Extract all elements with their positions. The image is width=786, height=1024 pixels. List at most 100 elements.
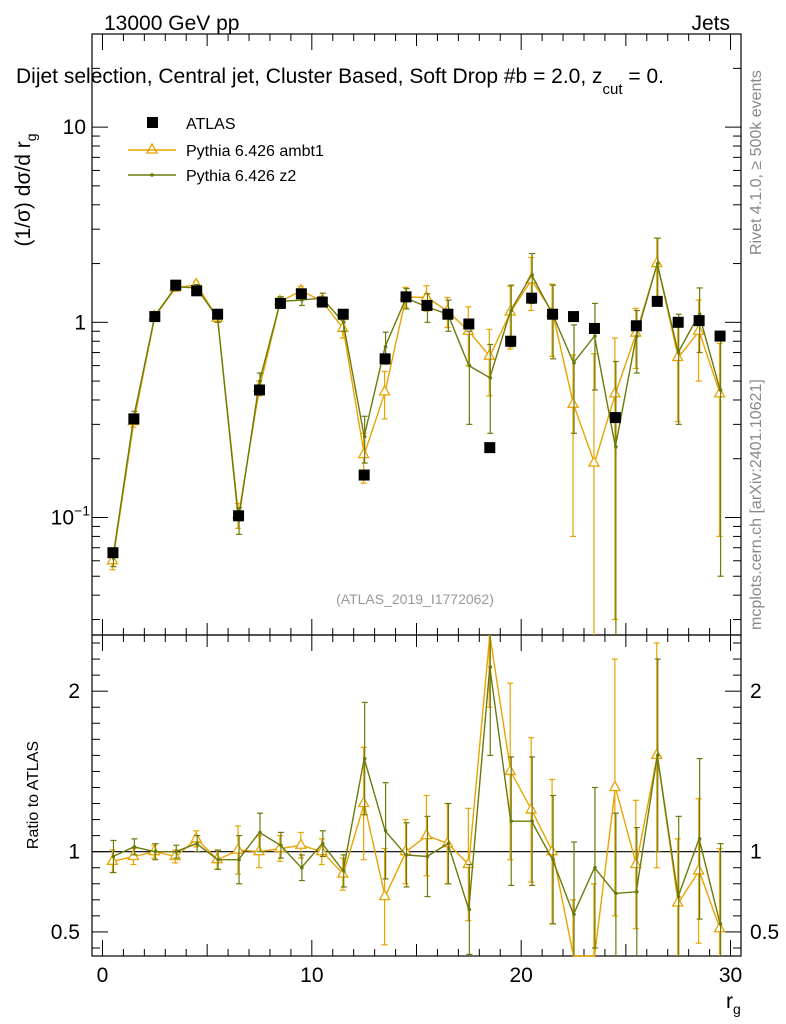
ratio-z2-point [655, 753, 660, 758]
atlas-point [672, 316, 684, 328]
ratio-plot-area [106, 634, 726, 957]
z2-point [655, 261, 660, 266]
mcplots-label: mcplots.cern.ch [arXiv:2401.10621] [748, 379, 765, 630]
atlas-point [295, 288, 307, 300]
x-tick-label: 30 [719, 964, 742, 987]
atlas-point [714, 330, 726, 342]
ambt1-point [420, 290, 433, 302]
ratio-ambt1-point [462, 857, 475, 869]
ratio-ambt1-point [671, 895, 684, 907]
atlas-point [588, 322, 600, 334]
ratio-y-axis-label: Ratio to ATLAS [25, 741, 42, 849]
main-y-tick-label: 10−1 [51, 502, 91, 529]
ratio-z2-point [320, 841, 325, 846]
analysis-watermark: (ATLAS_2019_I1772062) [336, 591, 494, 607]
ratio-ambt1-point [378, 889, 391, 901]
x-axis-label-sub: g [733, 1001, 741, 1017]
x-tick-label: 20 [509, 964, 532, 987]
ratio-z2-point [111, 854, 116, 859]
ratio-z2-point [530, 819, 534, 823]
ambt1-point [566, 396, 580, 408]
ambt1-point [587, 455, 601, 467]
z2-point [383, 344, 388, 349]
ambt1-point [483, 348, 496, 360]
z2-point [530, 273, 534, 277]
ratio-ambt1-point [357, 796, 370, 808]
ratio-ambt1-point [420, 828, 433, 840]
ambt1-point [378, 384, 391, 396]
ratio-z2-point [300, 865, 304, 870]
x-axis: 0 10 20 30 [97, 34, 742, 987]
atlas-point [505, 335, 517, 347]
ratio-ambt1-point [294, 837, 307, 849]
ratio-y-tick-label-right: 2 [750, 680, 762, 703]
ratio-z2-point [509, 819, 514, 823]
ratio-ambt1-point [504, 764, 517, 776]
ratio-ambt1-point [169, 849, 182, 861]
main-y-tick-label-base: 10 [51, 506, 74, 529]
ratio-z2-point [216, 857, 220, 862]
ratio-z2-point [258, 830, 262, 835]
ratio-ambt1-point [190, 831, 203, 843]
legend-z2-label: Pythia 6.426 z2 [186, 168, 296, 185]
atlas-point [170, 279, 182, 291]
ratio-ambt1-point [608, 780, 621, 792]
z2-point [593, 334, 597, 338]
ratio-y-tick-label: 1 [68, 841, 80, 864]
z2-point [635, 334, 639, 338]
x-tick-label: 10 [300, 964, 323, 987]
z2-point [614, 445, 618, 449]
ratio-ambt1-point [629, 857, 642, 869]
main-y-tick-label-base: 10 [63, 116, 86, 139]
ratio-y-tick-label: 2 [68, 680, 80, 703]
ambt1-point [357, 447, 370, 459]
atlas-point [547, 308, 559, 320]
z2-point [718, 388, 723, 392]
atlas-point [253, 384, 265, 396]
ambt1-point [713, 386, 726, 398]
main-y-tick-label-base: 1 [74, 311, 86, 334]
ambt1-point [462, 323, 475, 335]
ratio-ambt1-point [525, 802, 538, 814]
subtitle-sub: cut [603, 81, 624, 98]
z2-point [362, 434, 367, 439]
z2-point [509, 308, 514, 313]
atlas-point [609, 412, 621, 424]
subtitle-main: Dijet selection, Central jet, Cluster Ba… [16, 65, 603, 88]
atlas-point [400, 291, 412, 303]
ratio-z2-point [425, 854, 430, 859]
series-line-ambt1 [112, 260, 721, 561]
ratio-ambt1-point [106, 853, 119, 865]
main-y-tick-label: 10 [63, 116, 86, 139]
ratio-ambt1-point [545, 844, 559, 856]
ratio-z2-point [132, 845, 137, 849]
ratio-ambt1-point [231, 842, 245, 854]
atlas-point [107, 547, 119, 559]
ratio-ambt1-point [713, 921, 726, 933]
ratio-z2-point [195, 841, 199, 846]
header-left: 13000 GeV pp [104, 12, 239, 35]
ratio-z2-point [404, 853, 409, 857]
ratio-y-tick-label: 0.5 [51, 921, 80, 944]
ratio-z2-point [446, 841, 451, 846]
plot-subtitle: Dijet selection, Central jet, Cluster Ba… [16, 65, 664, 98]
ratio-z2-point [614, 891, 618, 896]
x-axis-label-text: r [726, 990, 733, 1013]
atlas-point [274, 297, 286, 309]
ratio-z2-point [237, 857, 241, 862]
z2-point [341, 320, 346, 325]
ratio-ambt1-point [336, 866, 349, 878]
atlas-point [568, 311, 580, 323]
atlas-point [526, 292, 538, 304]
ratio-y-tick-label-right: 0.5 [750, 921, 779, 944]
ratio-z2-point [383, 829, 388, 833]
ratio-z2-point [572, 912, 576, 917]
subtitle-end: = 0. [623, 65, 664, 88]
x-tick-label: 0 [97, 964, 109, 987]
main-y-tick-label: 1 [74, 311, 86, 334]
main-y-tick-label-exp: −1 [74, 502, 90, 518]
ratio-y-axis: 0.5 0.5 1 1 2 2 [51, 642, 779, 949]
ratio-panel-frame [91, 634, 742, 957]
main-ylabel-text: (1/σ) dσ/d r [12, 141, 35, 246]
